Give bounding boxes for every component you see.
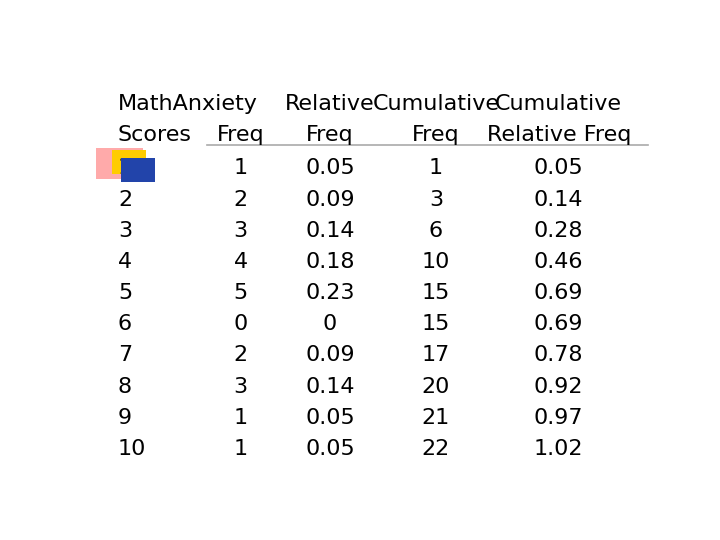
Text: Freq: Freq	[217, 125, 264, 145]
Bar	[121, 158, 156, 182]
Text: 6: 6	[118, 314, 132, 334]
Text: 1: 1	[233, 408, 248, 428]
Text: 0.92: 0.92	[534, 377, 583, 397]
Text: Relative: Relative	[285, 94, 374, 114]
Text: 3: 3	[118, 221, 132, 241]
Text: MathAnxiety: MathAnxiety	[118, 94, 258, 114]
Bar	[96, 148, 143, 179]
Text: 3: 3	[233, 377, 248, 397]
Text: 0.14: 0.14	[534, 190, 583, 210]
Text: 9: 9	[118, 408, 132, 428]
Text: 22: 22	[422, 439, 450, 459]
Text: 2: 2	[118, 190, 132, 210]
Text: 7: 7	[118, 346, 132, 366]
Text: 0.28: 0.28	[534, 221, 583, 241]
Text: 0.23: 0.23	[305, 283, 355, 303]
Text: 4: 4	[233, 252, 248, 272]
Text: 5: 5	[118, 283, 132, 303]
Text: 0.05: 0.05	[305, 439, 355, 459]
Text: 15: 15	[422, 283, 450, 303]
Text: 10: 10	[118, 439, 146, 459]
Text: 0.46: 0.46	[534, 252, 583, 272]
Text: 0.97: 0.97	[534, 408, 583, 428]
Text: 8: 8	[118, 377, 132, 397]
Text: 1: 1	[118, 158, 132, 178]
Text: 0.18: 0.18	[305, 252, 355, 272]
Text: 1: 1	[429, 158, 443, 178]
Text: 20: 20	[422, 377, 450, 397]
Text: 0.05: 0.05	[305, 408, 355, 428]
Text: 0.69: 0.69	[534, 314, 583, 334]
Text: 3: 3	[233, 221, 248, 241]
Text: 21: 21	[422, 408, 450, 428]
Text: 0.69: 0.69	[534, 283, 583, 303]
Text: 0.78: 0.78	[534, 346, 583, 366]
Text: Cumulative: Cumulative	[372, 94, 500, 114]
Text: Freq: Freq	[306, 125, 354, 145]
Text: 0.14: 0.14	[305, 221, 355, 241]
Text: 0.09: 0.09	[305, 346, 355, 366]
Text: 1.02: 1.02	[534, 439, 583, 459]
Text: 17: 17	[422, 346, 450, 366]
Text: 15: 15	[422, 314, 450, 334]
Text: Cumulative: Cumulative	[495, 94, 622, 114]
Text: 2: 2	[233, 190, 248, 210]
Text: Relative Freq: Relative Freq	[487, 125, 631, 145]
Text: 0: 0	[323, 314, 337, 334]
Bar	[112, 150, 145, 174]
Text: 6: 6	[429, 221, 443, 241]
Text: Freq: Freq	[412, 125, 460, 145]
Text: 0.09: 0.09	[305, 190, 355, 210]
Text: 5: 5	[233, 283, 248, 303]
Text: 10: 10	[422, 252, 450, 272]
Text: 0.05: 0.05	[534, 158, 584, 178]
Text: 3: 3	[429, 190, 443, 210]
Text: 0.05: 0.05	[305, 158, 355, 178]
Text: 4: 4	[118, 252, 132, 272]
Text: 0.14: 0.14	[305, 377, 355, 397]
Text: 1: 1	[233, 158, 248, 178]
Text: 1: 1	[233, 439, 248, 459]
Text: 0: 0	[233, 314, 248, 334]
Text: 2: 2	[233, 346, 248, 366]
Text: Scores: Scores	[118, 125, 192, 145]
